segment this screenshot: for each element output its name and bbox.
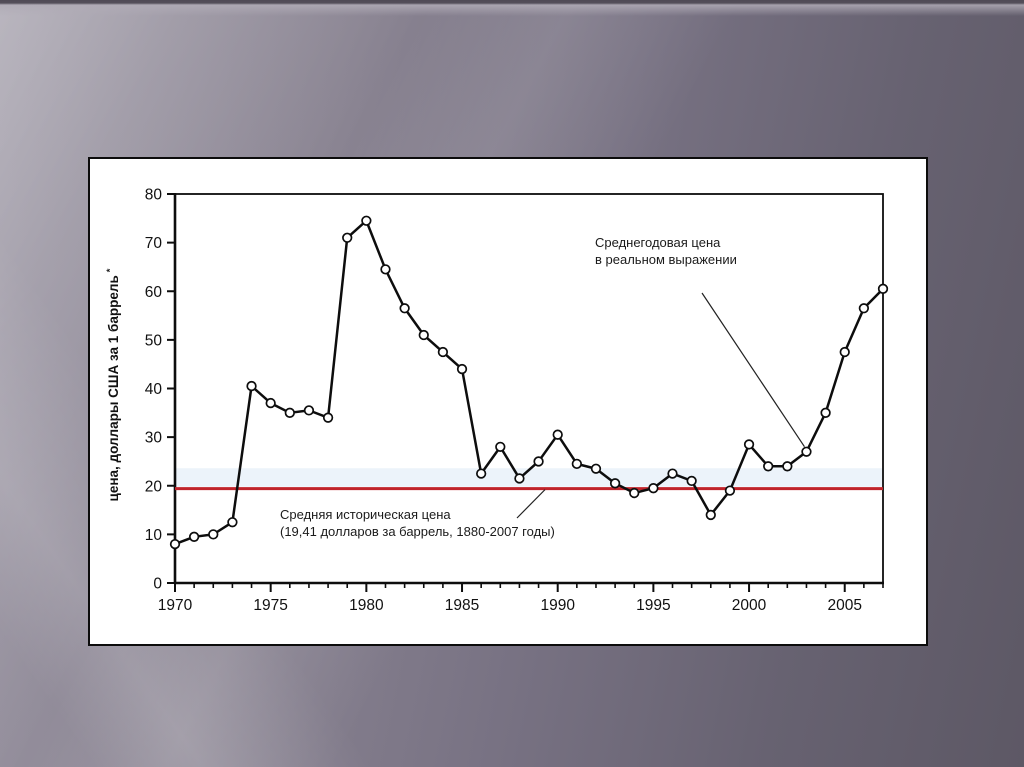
data-point-1988 [514,473,525,484]
data-point-1973 [227,517,238,528]
data-point-1970 [169,538,181,550]
x-tick-label: 1980 [349,597,384,614]
y-tick-label: 10 [145,527,163,544]
data-point-1986 [476,468,487,479]
annotation-historical-average: Средняя историческая цена (19,41 долларо… [280,507,555,540]
data-point-1984 [437,346,449,358]
y-tick-label: 20 [145,478,163,495]
data-point-1975 [265,397,276,409]
data-point-1990 [552,429,563,440]
data-point-1982 [399,303,410,314]
data-point-2007 [877,283,889,294]
data-point-1972 [208,529,219,540]
data-point-1987 [495,441,506,453]
data-point-1981 [380,264,391,275]
annotation-historical-average-line1: Средняя историческая цена [280,507,451,522]
data-point-1999 [724,485,736,496]
y-tick-label: 30 [145,430,163,447]
x-tick-label: 1995 [636,597,670,614]
data-point-2002 [782,461,793,472]
y-tick-label: 50 [145,332,163,349]
data-point-2001 [763,461,774,472]
y-tick-label: 70 [145,235,163,252]
x-tick-label: 2000 [732,597,767,614]
y-axis-title: цена, доллары США за 1 баррель* [105,268,121,501]
data-point-2004 [820,407,831,418]
data-point-1976 [284,407,295,418]
x-tick-label: 1985 [445,597,479,614]
annotation-real-price-line1: Среднегодовая цена [595,235,721,250]
data-point-1980 [361,215,372,226]
data-point-2006 [858,303,870,314]
x-tick-label: 2005 [827,597,861,614]
historical-annotation-leader-line [516,489,546,519]
data-point-1997 [686,475,697,487]
data-point-2003 [801,446,812,457]
data-point-1993 [609,478,621,489]
data-point-1996 [667,468,678,479]
y-tick-label: 80 [145,187,163,204]
data-point-1983 [418,329,429,341]
data-point-1991 [571,458,582,470]
data-point-1995 [648,483,659,494]
data-point-1985 [456,363,468,375]
chart-panel: 0 10 20 30 40 50 60 70 80 1970 1975 1980 1985 1990 199… [88,157,928,646]
x-tick-label: 1970 [158,597,193,614]
data-point-1994 [629,487,640,499]
data-point-1974 [246,380,257,392]
price-series-line [174,219,884,546]
annotation-historical-average-line2: (19,41 долларов за баррель, 1880-2007 го… [280,523,555,539]
data-point-2000 [743,439,755,450]
y-tick-label: 60 [145,284,163,301]
data-point-1989 [533,456,544,467]
annotation-real-price: Среднегодовая цена в реальном выражении [595,235,737,268]
x-tick-label: 1975 [253,597,287,614]
data-point-1992 [590,463,602,474]
highlight-band [176,468,882,487]
data-point-1977 [303,405,315,416]
x-tick-label: 1990 [540,597,575,614]
data-point-2005 [839,346,850,358]
data-point-1978 [322,412,334,423]
data-point-1979 [342,232,353,243]
oil-price-chart: 0 10 20 30 40 50 60 70 80 1970 1975 1980 1985 1990 199… [105,187,889,614]
annotation-real-price-line2: в реальном выражении [595,251,737,267]
real-price-annotation-leader-line [701,292,805,448]
y-tick-label: 40 [145,381,163,398]
data-point-1971 [188,531,200,542]
data-point-1998 [705,509,716,521]
y-tick-label: 0 [153,576,162,593]
